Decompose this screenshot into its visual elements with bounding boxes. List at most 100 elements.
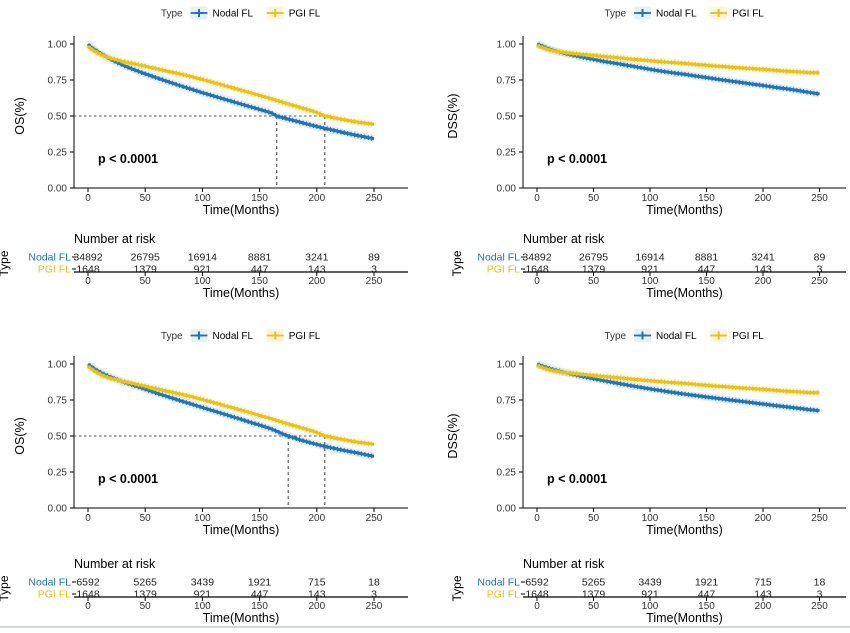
risk-count: 89	[814, 252, 826, 264]
legend-label: Nodal FL	[656, 331, 697, 342]
svg-text:50: 50	[588, 193, 600, 204]
legend: Type Nodal FL PGI FL	[161, 6, 321, 20]
pvalue: p < 0.0001	[98, 472, 158, 486]
legend-label: Nodal FL	[656, 9, 697, 20]
svg-text:0: 0	[85, 276, 91, 287]
svg-text:1.00: 1.00	[497, 40, 517, 51]
risk-table: Number at risk Type Nodal FL 34892 26795 1691…	[0, 232, 408, 300]
risk-row-nodal-fl: Nodal FL 6592 5265 3439 1921 715 18	[28, 577, 380, 589]
legend-label: Nodal FL	[213, 9, 254, 20]
svg-text:0.25: 0.25	[497, 148, 517, 159]
risk-table-x-title: Time(Months)	[646, 611, 723, 625]
svg-text:250: 250	[366, 513, 383, 524]
svg-text:0: 0	[85, 513, 91, 524]
x-axis: 0 50 100 150 200 250 Time(Months)	[74, 187, 408, 217]
svg-text:200: 200	[755, 601, 772, 612]
pvalue-label: p < 0.0001	[547, 472, 607, 486]
km-curves	[535, 40, 821, 98]
svg-text:150: 150	[698, 601, 715, 612]
svg-text:150: 150	[251, 193, 268, 204]
svg-text:0: 0	[534, 193, 540, 204]
svg-text:1.00: 1.00	[48, 360, 68, 371]
svg-text:150: 150	[251, 513, 268, 524]
pvalue: p < 0.0001	[547, 152, 607, 166]
risk-count: 3	[371, 264, 377, 276]
risk-table-y-title: Type	[0, 250, 11, 276]
svg-text:50: 50	[140, 276, 152, 287]
legend-title: Type	[161, 331, 183, 342]
panel-dss-full-cohort-chart: Type Nodal FL PGI FL0.000.250.500.751.00DS…	[446, 6, 846, 300]
svg-text:100: 100	[642, 276, 659, 287]
risk-table-x-title: Time(Months)	[203, 611, 280, 625]
svg-text:0.00: 0.00	[497, 184, 517, 195]
svg-text:0: 0	[534, 276, 540, 287]
panel-dss-matched-cohort-chart: Type Nodal FL PGI FL0.000.250.500.751.00DS…	[446, 329, 846, 625]
svg-text:150: 150	[698, 513, 715, 524]
risk-count: 8881	[695, 252, 719, 264]
risk-table: Number at risk Type Nodal FL 6592 5265 3439 19…	[0, 557, 408, 625]
risk-count: 3439	[191, 577, 215, 589]
risk-count: 5265	[582, 577, 606, 589]
risk-row-pgi-fl: PGI FL 1648 1379 921 447 143 3	[38, 264, 377, 276]
svg-text:0.75: 0.75	[497, 76, 517, 87]
risk-count: 6592	[76, 577, 100, 589]
svg-text:50: 50	[140, 193, 152, 204]
svg-text:100: 100	[194, 601, 211, 612]
risk-row-label: PGI FL	[487, 589, 520, 601]
x-axis: 0 50 100 150 200 250 Time(Months)	[523, 187, 846, 217]
svg-text:100: 100	[194, 276, 211, 287]
svg-text:0: 0	[534, 513, 540, 524]
legend-label: PGI FL	[289, 331, 321, 342]
legend-key-pgi-fl	[710, 329, 728, 342]
y-axis-title: OS(%)	[13, 417, 27, 455]
svg-text:250: 250	[811, 601, 828, 612]
risk-count: 8881	[248, 252, 272, 264]
legend: Type Nodal FL PGI FL	[161, 329, 321, 342]
risk-count: 16914	[188, 252, 217, 264]
risk-count: 26795	[131, 252, 160, 264]
risk-count: 34892	[73, 252, 102, 264]
y-axis: 0.00 0.25 0.50 0.75 1.00 DSS(%)	[446, 356, 524, 515]
svg-text:0.00: 0.00	[48, 184, 68, 195]
risk-count: 3241	[751, 252, 775, 264]
svg-text:200: 200	[308, 601, 325, 612]
svg-text:250: 250	[366, 193, 383, 204]
svg-text:0: 0	[534, 601, 540, 612]
legend-key-nodal-fl	[634, 6, 651, 20]
pvalue-label: p < 0.0001	[547, 152, 607, 166]
risk-count: 1921	[695, 577, 719, 589]
x-axis: 0 50 100 150 200 250 Time(Months)	[523, 507, 846, 537]
y-axis-title: DSS(%)	[446, 413, 460, 458]
risk-row-label: Nodal FL	[28, 252, 71, 264]
median-survival-lines	[74, 435, 326, 508]
svg-text:250: 250	[811, 193, 828, 204]
panel-os-full-cohort-chart: Type Nodal FL PGI FL0.000.250.500.751.00OS…	[0, 6, 408, 300]
svg-text:50: 50	[588, 276, 600, 287]
y-axis-title: OS(%)	[13, 97, 27, 135]
svg-text:200: 200	[308, 276, 325, 287]
legend-key-pgi-fl	[266, 6, 284, 20]
svg-text:0.75: 0.75	[48, 76, 68, 87]
legend-label: PGI FL	[289, 9, 321, 20]
legend-key-nodal-fl	[190, 6, 208, 20]
risk-row-label: PGI FL	[487, 264, 520, 276]
svg-text:0.50: 0.50	[48, 112, 68, 123]
risk-count: 3439	[638, 577, 662, 589]
svg-text:150: 150	[698, 276, 715, 287]
x-axis: 0 50 100 150 200 250 Time(Months)	[74, 507, 408, 537]
svg-text:0.50: 0.50	[497, 432, 517, 443]
risk-row-label: Nodal FL	[28, 577, 71, 589]
pvalue: p < 0.0001	[98, 152, 158, 166]
risk-count: 3	[817, 589, 823, 601]
risk-table-title: Number at risk	[523, 232, 605, 246]
risk-row-nodal-fl: Nodal FL 6592 5265 3439 1921 715 18	[477, 577, 825, 589]
legend-title: Type	[604, 331, 626, 342]
legend-key-pgi-fl	[266, 329, 284, 342]
risk-row-label: Nodal FL	[477, 577, 520, 589]
risk-count: 715	[308, 577, 326, 589]
y-axis: 0.00 0.25 0.50 0.75 1.00 OS(%)	[13, 36, 75, 195]
x-axis-title: Time(Months)	[203, 203, 280, 217]
x-axis-title: Time(Months)	[203, 523, 280, 537]
svg-text:150: 150	[251, 276, 268, 287]
